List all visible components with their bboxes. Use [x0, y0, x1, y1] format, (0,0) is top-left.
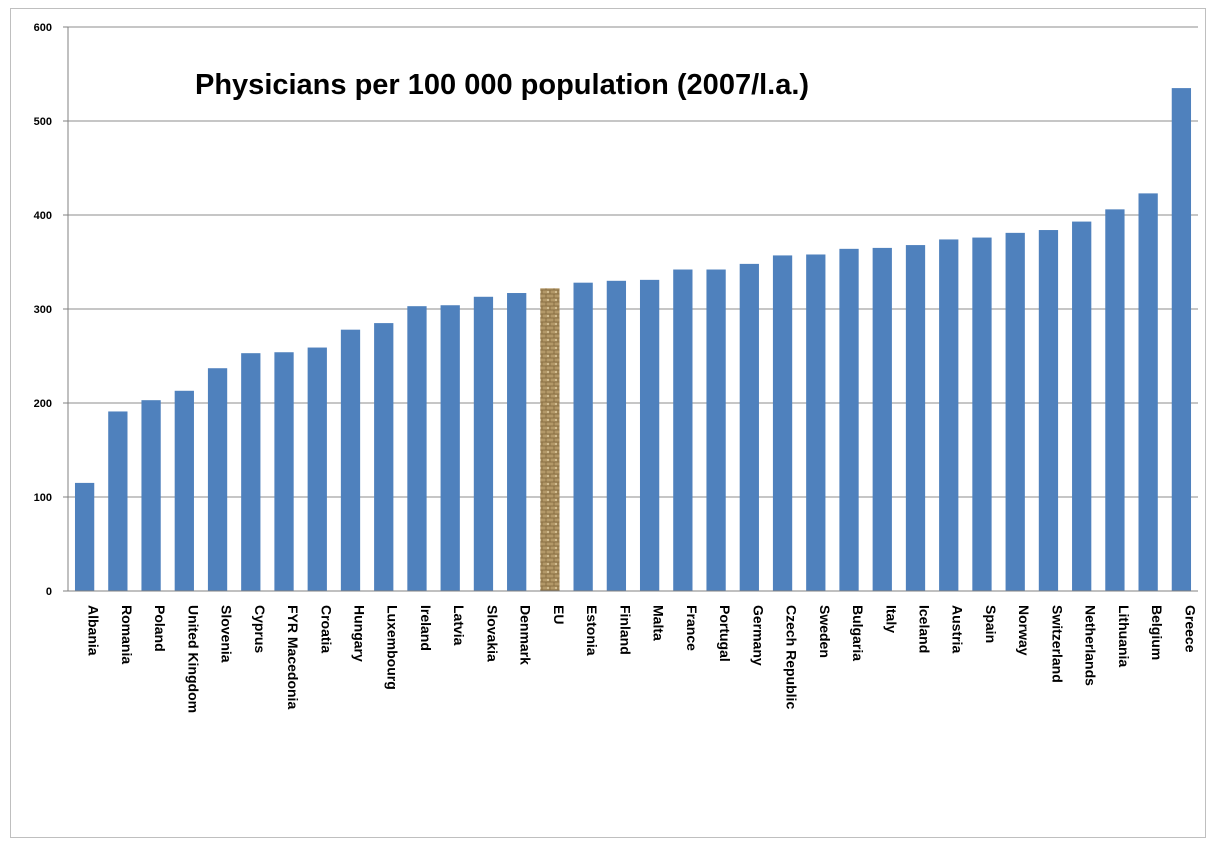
x-category-label: Czech Republic	[784, 605, 800, 709]
x-category-label: Malta	[651, 605, 667, 641]
bar	[639, 279, 660, 591]
bar	[473, 296, 494, 591]
x-category-label: Bulgaria	[850, 605, 866, 661]
x-category-label: Norway	[1016, 605, 1032, 656]
x-category-label: Cyprus	[252, 605, 268, 653]
bar	[806, 254, 826, 592]
bars	[74, 88, 1192, 592]
bar	[307, 347, 327, 591]
bar	[507, 293, 527, 591]
bar	[1138, 193, 1158, 591]
bar	[1038, 230, 1059, 592]
x-category-label: Slovenia	[219, 605, 235, 663]
bar	[1105, 209, 1125, 592]
bar	[241, 353, 261, 591]
x-category-label: Sweden	[817, 605, 833, 658]
x-category-label: Austria	[950, 605, 966, 653]
bar	[905, 245, 926, 591]
x-category-label: Slovakia	[484, 605, 500, 662]
y-tick-label: 100	[34, 492, 52, 504]
y-tick-label: 400	[34, 210, 52, 222]
x-category-label: Albania	[86, 605, 102, 656]
bar	[872, 247, 892, 591]
bar	[706, 269, 726, 591]
bar	[606, 280, 627, 591]
x-category-label: Hungary	[352, 605, 368, 662]
y-axis-ticks: 0 100 200 300 400 500 600	[34, 22, 68, 598]
bar	[939, 239, 959, 591]
bar	[972, 237, 992, 591]
bar-eu	[540, 288, 560, 591]
bar	[141, 400, 161, 591]
bar	[407, 306, 427, 591]
x-category-label: Estonia	[584, 605, 600, 656]
bar	[1171, 88, 1192, 591]
bar	[207, 368, 228, 591]
x-category-label: Greece	[1182, 605, 1198, 653]
x-category-label: Romania	[119, 605, 135, 664]
bar	[573, 282, 593, 591]
x-category-label: Denmark	[518, 605, 534, 665]
bar	[772, 255, 793, 592]
bar	[108, 411, 128, 591]
x-category-label: France	[684, 605, 700, 651]
x-category-label: Iceland	[917, 605, 933, 653]
y-tick-label: 0	[46, 586, 52, 598]
bar	[1005, 232, 1025, 592]
bar	[274, 352, 294, 591]
x-category-label: EU	[551, 605, 567, 624]
bar	[673, 269, 693, 591]
x-category-label: Italy	[883, 605, 899, 633]
x-category-label: Lithuania	[1116, 605, 1132, 667]
x-axis-labels: Albania Romania Poland United Kingdom Sloven…	[86, 605, 1199, 713]
y-tick-label: 500	[34, 116, 52, 128]
bar	[839, 248, 859, 591]
x-category-label: United Kingdom	[185, 605, 201, 713]
x-category-label: Netherlands	[1083, 605, 1099, 686]
chart-title: Physicians per 100 000 population (2007/…	[195, 69, 809, 101]
bar	[74, 482, 95, 591]
x-category-label: Poland	[152, 605, 168, 652]
x-category-label: Switzerland	[1049, 605, 1065, 683]
chart-frame	[10, 8, 1206, 838]
x-category-label: Finland	[617, 605, 633, 655]
x-category-label: FYR Macedonia	[285, 605, 301, 709]
bar	[340, 329, 361, 591]
x-category-label: Germany	[750, 605, 766, 666]
axes	[67, 27, 1198, 592]
y-tick-label: 200	[34, 398, 52, 410]
x-category-label: Latvia	[451, 605, 467, 646]
bar	[440, 305, 460, 591]
bar	[739, 263, 759, 591]
x-category-label: Belgium	[1149, 605, 1165, 660]
y-tick-label: 300	[34, 304, 52, 316]
x-category-label: Croatia	[318, 605, 334, 653]
bar	[1072, 221, 1092, 591]
bar	[174, 390, 194, 591]
x-category-label: Portugal	[717, 605, 733, 662]
y-tick-label: 600	[34, 22, 52, 34]
x-category-label: Spain	[983, 605, 999, 643]
bar	[374, 323, 394, 591]
x-category-label: Luxembourg	[385, 605, 401, 690]
x-category-label: Ireland	[418, 605, 434, 651]
